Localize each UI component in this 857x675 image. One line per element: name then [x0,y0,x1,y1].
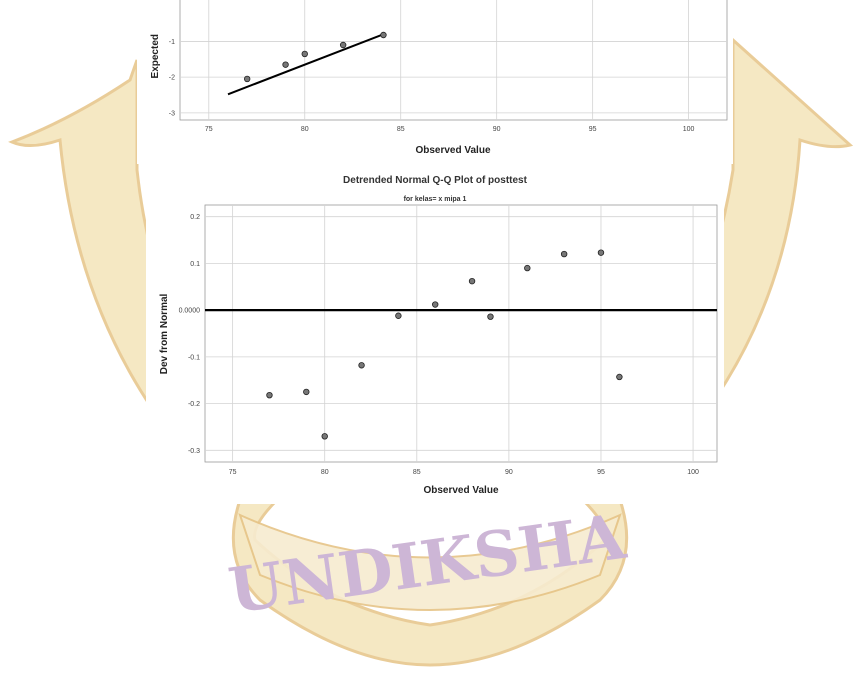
data-point [616,373,623,381]
x-tick-label: 75 [229,469,237,476]
normal-qq-plot: 75 80 85 90 95 100 -3 -2 -1 Expected Observed Va… [150,0,728,156]
data-point [339,41,347,49]
x-tick-label: 85 [397,126,405,133]
y-tick-label: 0.1 [190,261,200,268]
detrended-qq-plot: Detrended Normal Q-Q Plot of posttest fo… [159,175,718,496]
chart-title: Detrended Normal Q-Q Plot of posttest [343,175,528,186]
x-tick-label: 100 [683,126,695,133]
data-point [380,31,387,39]
gridlines [180,0,727,120]
y-tick-label: -2 [169,75,175,82]
x-tick-label: 90 [493,126,501,133]
y-tick-label: -0.3 [188,448,200,455]
data-points [243,31,387,83]
data-point [301,50,308,58]
plot-area-frame [179,0,728,121]
chart-subtitle: for kelas= x mipa 1 [404,196,467,203]
x-tick-label: 95 [597,469,605,476]
x-tick-label: 80 [321,469,329,476]
y-axis-label: Expected [150,34,161,78]
y-tick-label: 0.0000 [179,308,201,315]
x-tick-label: 85 [413,469,421,476]
x-tick-label: 90 [505,469,513,476]
detrended-qq-plot-panel: Detrended Normal Q-Q Plot of posttest fo… [146,164,724,504]
plot-area-frame [204,204,718,463]
tick-labels: 75 80 85 90 95 100 -3 -2 -1 [169,39,695,133]
data-point [524,264,531,272]
x-tick-label: 80 [301,126,309,133]
data-point [395,312,402,319]
data-point [597,249,605,256]
data-point [487,313,494,320]
y-tick-label: -0.2 [188,401,200,408]
tick-labels: 75 80 85 90 95 100 0.2 0.1 0.0000 -0.1 -0.2 -0.3 [179,214,699,476]
data-point [468,277,476,285]
data-point [560,250,568,258]
reference-line [227,33,384,96]
x-axis-label: Observed Value [415,145,490,156]
data-points [266,249,623,440]
x-axis-label: Observed Value [423,485,498,496]
y-tick-label: -0.1 [188,354,200,361]
data-point [303,388,310,396]
y-tick-label: -3 [169,110,175,117]
y-tick-label: -1 [169,39,175,46]
data-point [321,433,328,440]
data-point [282,61,289,68]
normal-qq-plot-panel: 75 80 85 90 95 100 -3 -2 -1 Expected Observed Va… [137,0,733,164]
gridlines [205,205,717,462]
watermark-inner-ribbon [238,513,622,611]
x-tick-label: 100 [687,469,699,476]
data-point [358,362,365,369]
x-tick-label: 95 [589,126,597,133]
y-axis-label: Dev from Normal [159,293,170,374]
reference-line-segment [227,33,384,96]
y-tick-label: 0.2 [190,214,200,221]
x-tick-label: 75 [205,126,213,133]
data-point [243,75,251,83]
data-point [432,301,439,308]
data-point [266,391,273,399]
